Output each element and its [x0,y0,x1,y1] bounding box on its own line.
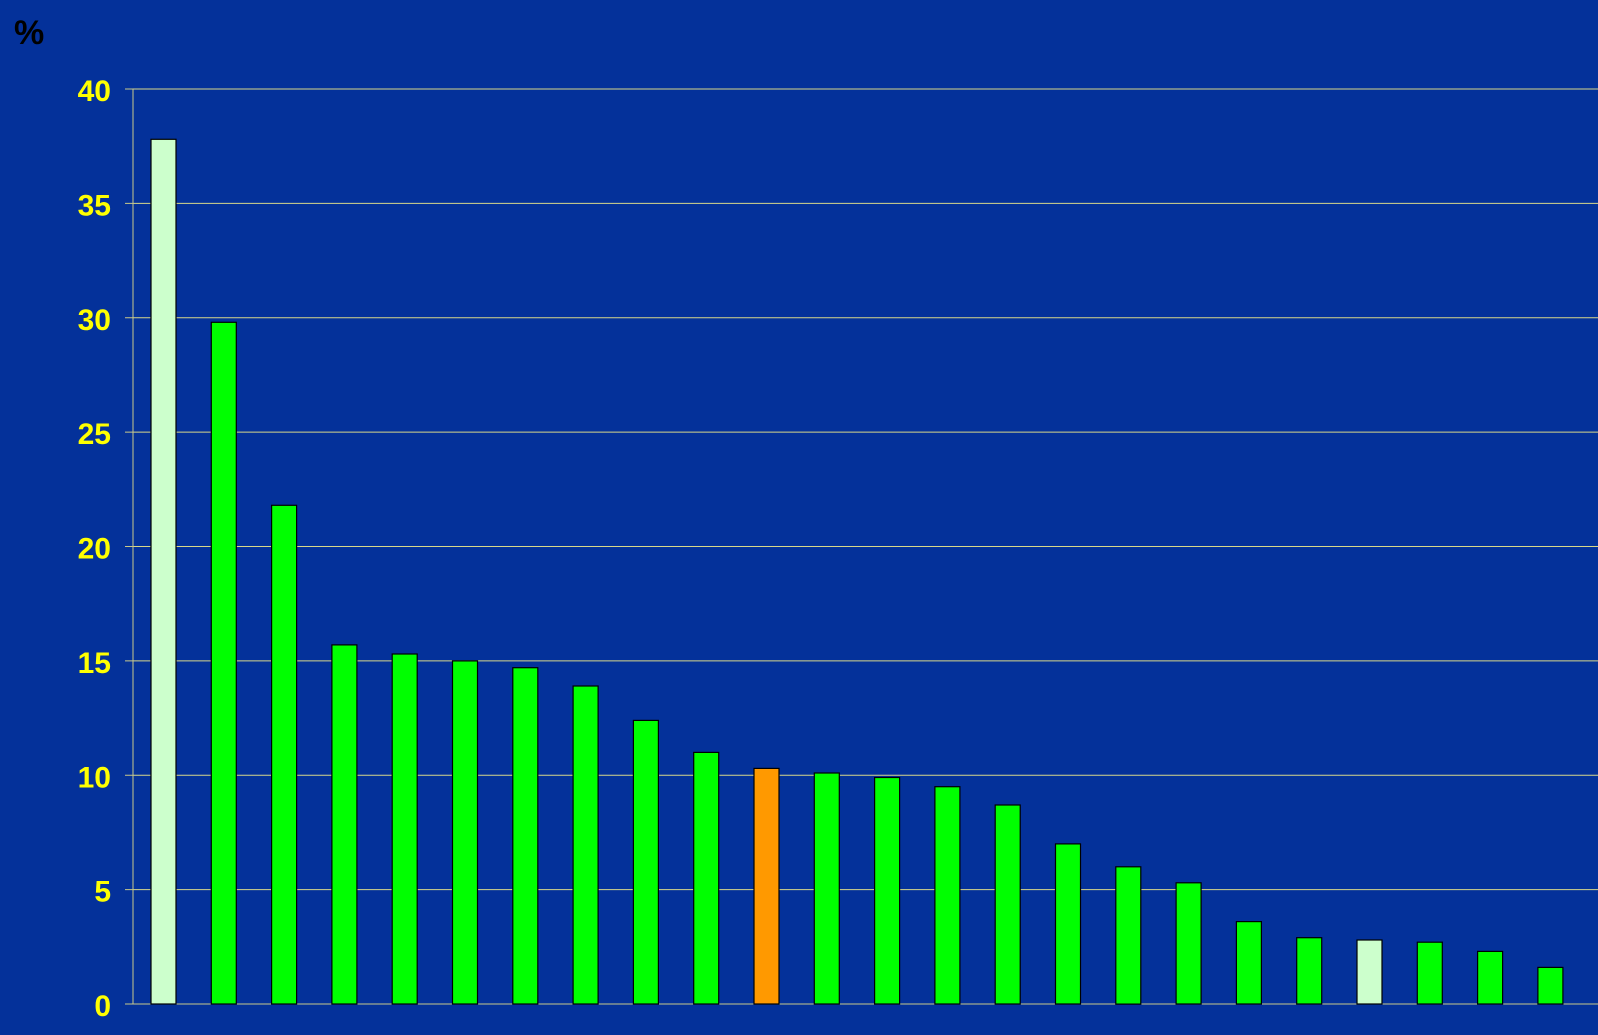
y-tick-label: 0 [94,990,111,1023]
bars [150,138,1564,1005]
bar-4 [331,644,358,1005]
y-tick-label: 5 [94,876,111,909]
bar-17 [1115,866,1142,1005]
bar-16 [1054,843,1082,1005]
y-tick-label: 10 [78,761,111,794]
bar-9 [632,719,660,1005]
bar-8 [572,685,599,1005]
bar-1 [150,138,177,1005]
bar-20 [1296,937,1323,1005]
bar-14 [934,786,961,1005]
bar-13 [873,776,901,1005]
y-axis-label: % [14,14,44,52]
bar-12 [813,772,840,1005]
y-tick-label: 35 [78,189,111,222]
bar-15 [994,804,1021,1005]
bar-22 [1416,941,1443,1005]
bar-5 [391,653,418,1005]
gridlines [133,88,1598,891]
bar-19 [1235,920,1263,1005]
bar-11 [753,767,780,1005]
y-tick-label: 40 [78,75,111,108]
bar-10 [693,751,720,1005]
y-tick-labels: 0 5 10 15 20 25 30 35 40 [78,75,111,1023]
axes [125,88,1598,1005]
y-tick-label: 25 [78,418,111,451]
y-tick-label: 15 [78,647,111,680]
bar-7 [512,667,539,1005]
bar-21 [1356,939,1383,1005]
bar-24 [1537,966,1564,1005]
y-tick-label: 20 [78,533,111,566]
bar-2 [210,321,237,1005]
bar-23 [1476,950,1504,1005]
bar-18 [1175,882,1202,1005]
y-tick-label: 30 [78,304,111,337]
bar-6 [451,660,479,1005]
bar-3 [271,504,298,1005]
